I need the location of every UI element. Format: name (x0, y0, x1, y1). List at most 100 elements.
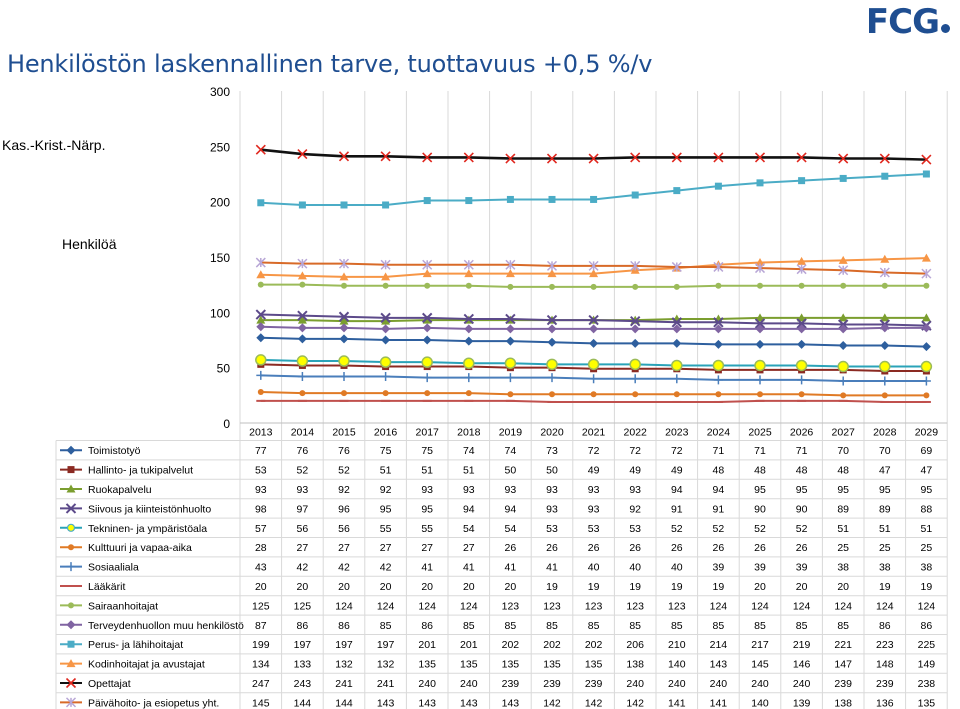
data-point (547, 269, 557, 278)
table-value: 26 (588, 542, 600, 554)
table-value: 25 (921, 542, 933, 554)
data-point (838, 376, 848, 386)
data-point (879, 360, 891, 373)
data-point (65, 503, 77, 514)
data-point (255, 144, 266, 155)
table-value: 221 (834, 639, 852, 651)
table-value: 93 (505, 484, 517, 496)
data-point (505, 259, 516, 270)
x-tick-label: 2024 (707, 427, 731, 439)
table-value: 20 (463, 581, 475, 593)
x-tick-label: 2021 (582, 427, 606, 439)
data-point (68, 602, 74, 609)
data-point (588, 314, 599, 326)
table-value: 90 (796, 503, 808, 515)
data-point (881, 392, 888, 399)
table-value: 74 (505, 445, 517, 457)
table-value: 19 (546, 581, 558, 593)
table-value: 124 (460, 600, 478, 612)
data-point (505, 373, 515, 383)
table-value: 70 (879, 445, 891, 457)
data-point (797, 313, 807, 322)
table-value: 27 (463, 542, 475, 554)
table-value: 240 (418, 678, 436, 690)
data-point (297, 271, 307, 280)
data-point (380, 259, 391, 270)
table-value: 125 (294, 600, 312, 612)
data-point (630, 260, 641, 271)
table-value: 93 (255, 484, 267, 496)
data-point (338, 151, 350, 162)
x-tick-label: 2023 (665, 427, 689, 439)
data-point (880, 341, 890, 351)
table-value: 50 (546, 465, 558, 477)
data-point (67, 466, 75, 474)
table-value: 217 (751, 639, 769, 651)
data-point (838, 313, 848, 322)
data-point (382, 201, 390, 209)
table-value: 95 (421, 503, 433, 515)
data-point (505, 313, 516, 325)
data-point (338, 311, 350, 322)
table-value: 124 (918, 600, 936, 612)
table-value: 91 (713, 503, 725, 515)
table-value: 123 (585, 600, 603, 612)
table-value: 223 (876, 639, 894, 651)
table-value: 85 (505, 620, 517, 632)
x-tick-label: 2013 (249, 427, 273, 439)
data-point (297, 315, 307, 324)
table-value: 53 (546, 523, 558, 535)
table-value: 141 (710, 697, 728, 709)
data-point (589, 324, 599, 334)
data-point (546, 358, 558, 371)
table-value: 38 (837, 562, 849, 574)
data-point (297, 149, 308, 160)
data-point (256, 270, 266, 279)
table-value: 27 (380, 542, 392, 554)
data-point (297, 323, 307, 333)
data-point (755, 258, 765, 267)
table-value: 85 (463, 620, 475, 632)
table-value: 214 (710, 639, 728, 651)
data-point (338, 258, 350, 269)
table-value: 95 (796, 484, 808, 496)
table-value: 51 (463, 465, 475, 477)
data-point (66, 620, 76, 630)
data-point (712, 359, 725, 372)
table-value: 54 (505, 523, 517, 535)
data-point (588, 260, 599, 271)
data-point (341, 390, 347, 397)
data-point (465, 282, 472, 289)
legend-label: Hallinto- ja tukipalvelut (88, 465, 193, 477)
data-point (673, 187, 681, 195)
table-value: 72 (588, 445, 600, 457)
data-point (382, 390, 389, 397)
table-value: 74 (463, 445, 475, 457)
table-value: 48 (713, 465, 725, 477)
table-value: 142 (626, 697, 644, 709)
table-value: 54 (463, 523, 475, 535)
table-value: 141 (668, 697, 686, 709)
data-point (463, 357, 475, 369)
table-value: 52 (754, 523, 766, 535)
data-point (713, 317, 724, 328)
data-point (588, 153, 599, 164)
data-point (672, 374, 682, 384)
table-value: 95 (921, 484, 933, 496)
data-point (381, 316, 391, 325)
table-value: 144 (294, 697, 312, 709)
data-point (340, 201, 348, 209)
table-value: 51 (879, 523, 891, 535)
table-value: 26 (796, 542, 808, 554)
table-value: 201 (460, 639, 478, 651)
table-value: 55 (421, 523, 433, 535)
x-tick-label: 2026 (790, 427, 814, 439)
table-value: 124 (834, 600, 852, 612)
data-point (422, 323, 432, 333)
data-point (255, 354, 267, 366)
table-value: 47 (921, 465, 933, 477)
y-tick-label: 50 (217, 362, 231, 376)
data-point (299, 390, 306, 397)
table-value: 124 (793, 600, 811, 612)
